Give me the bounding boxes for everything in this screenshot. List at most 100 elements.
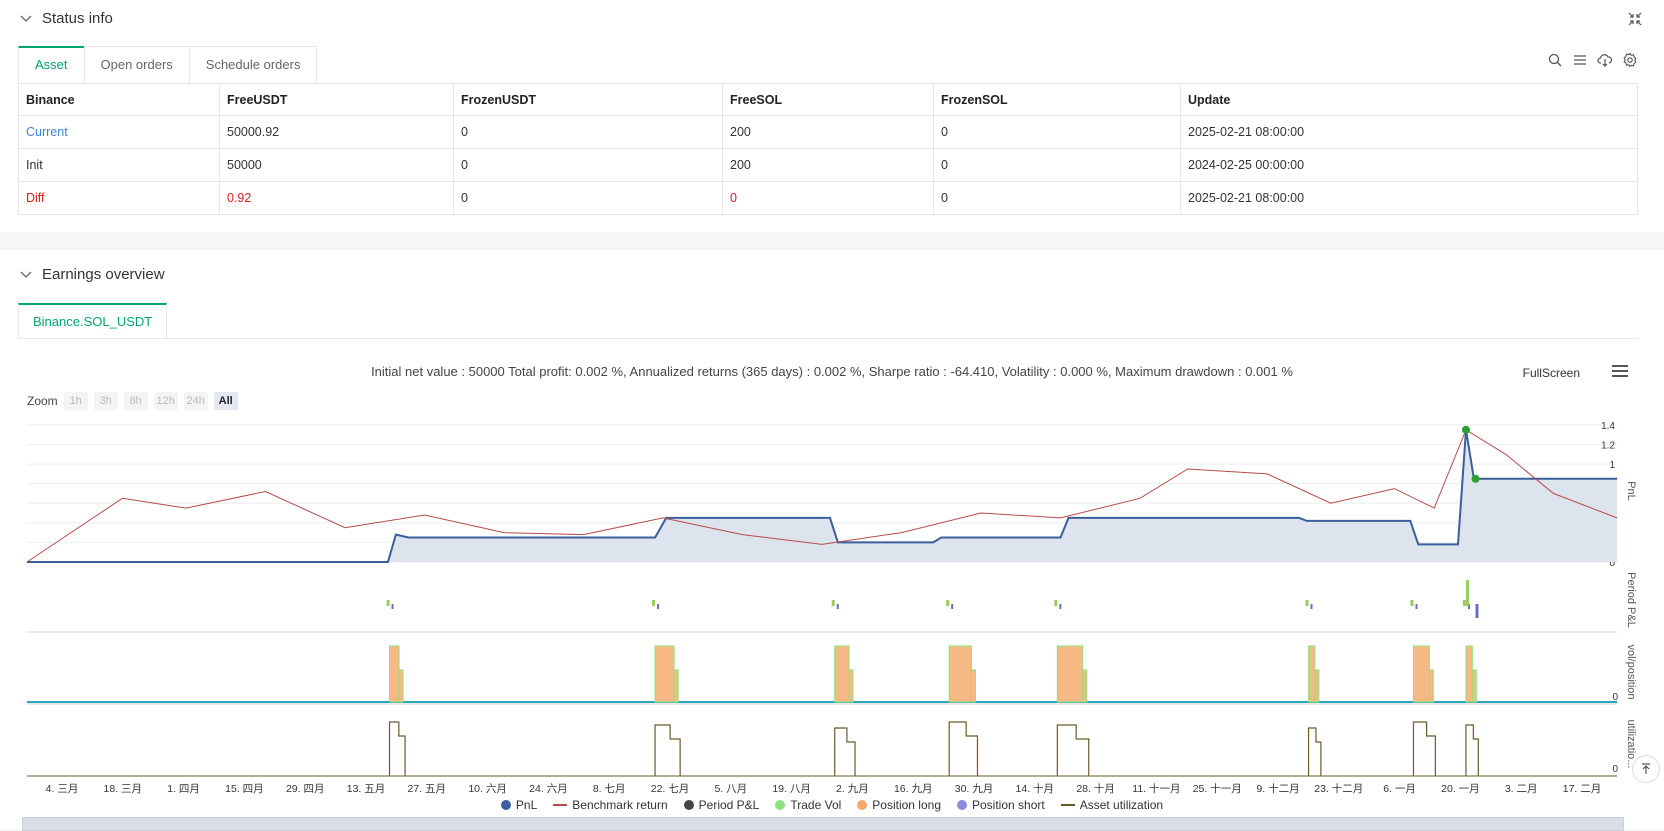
period-pnl-bar <box>657 604 660 609</box>
trade-marker <box>1471 474 1480 483</box>
menu-icon[interactable] <box>1612 364 1628 378</box>
fullscreen-button[interactable]: FullScreen <box>1522 366 1580 380</box>
x-tick-label: 17. 二月 <box>1563 783 1602 795</box>
table-header-row: Binance FreeUSDT FrozenUSDT FreeSOL Froz… <box>18 83 1638 116</box>
search-icon[interactable] <box>1547 52 1563 68</box>
x-tick-label: 15. 四月 <box>225 783 264 795</box>
y-tick-label: 0 <box>1609 558 1615 569</box>
y-axis-label: Period P&L <box>1625 572 1637 628</box>
legend-position-long[interactable]: Position long <box>857 798 941 812</box>
period-pnl-bar <box>1465 580 1469 606</box>
status-header[interactable]: Status info <box>18 10 113 27</box>
y-tick-label: 1.4 <box>1601 421 1615 432</box>
divider <box>18 338 1638 339</box>
table-row: Init 50000 0 200 0 2024-02-25 00:00:00 <box>18 148 1638 182</box>
position-long-bar <box>654 645 675 703</box>
col-header: FrozenSOL <box>933 83 1181 116</box>
cell: 0 <box>453 148 723 182</box>
period-pnl-bar <box>391 604 394 609</box>
period-pnl-bar <box>1059 604 1062 609</box>
position-long-bar <box>389 645 400 703</box>
row-label-current[interactable]: Current <box>18 115 220 149</box>
zoom-1h[interactable]: 1h <box>63 392 88 410</box>
zoom-8h[interactable]: 8h <box>123 392 148 410</box>
y-tick-label: -1 <box>1609 410 1618 413</box>
cell: 0 <box>933 181 1181 215</box>
x-tick-label: 29. 四月 <box>286 783 325 795</box>
position-long-bar <box>673 669 679 703</box>
x-tick-label: 1. 四月 <box>167 783 200 795</box>
legend-position-short[interactable]: Position short <box>957 798 1045 812</box>
legend-marker <box>775 800 786 810</box>
earnings-header[interactable]: Earnings overview <box>18 266 165 283</box>
back-to-top-button[interactable] <box>1632 755 1660 783</box>
y-tick-label: 1 <box>1609 460 1615 471</box>
legend-asset-utilization[interactable]: Asset utilization <box>1060 798 1163 812</box>
tab-open-orders[interactable]: Open orders <box>83 46 190 83</box>
period-pnl-bar <box>1415 604 1418 609</box>
x-tick-label: 16. 九月 <box>894 783 933 795</box>
x-tick-label: 11. 十一月 <box>1132 782 1180 795</box>
x-tick-label: 27. 五月 <box>408 783 447 795</box>
legend-label: Position long <box>872 798 941 812</box>
y-tick-label: 0 <box>1612 764 1618 775</box>
tab-asset[interactable]: Asset <box>18 46 85 83</box>
pnl-area <box>27 429 1617 562</box>
legend-label: Benchmark return <box>572 798 668 812</box>
x-tick-label: 3. 二月 <box>1505 783 1538 795</box>
legend-benchmark[interactable]: Benchmark return <box>553 798 668 812</box>
list-icon[interactable] <box>1572 52 1588 68</box>
position-long-bar <box>970 669 976 703</box>
collapse-icon[interactable] <box>1628 12 1642 26</box>
chevron-down-icon <box>20 15 32 22</box>
period-pnl-bar <box>946 600 950 606</box>
zoom-3h[interactable]: 3h <box>93 392 118 410</box>
zoom-selector: Zoom 1h 3h 8h 12h 24h All <box>27 392 238 410</box>
x-tick-label: 24. 六月 <box>529 783 568 795</box>
col-header: FreeSOL <box>722 83 934 116</box>
legend-period-pnl[interactable]: Period P&L <box>683 798 760 812</box>
legend-label: Period P&L <box>698 798 760 812</box>
x-tick-label: 8. 七月 <box>593 783 626 795</box>
period-pnl-bar <box>652 600 656 606</box>
position-long-bar <box>834 645 850 703</box>
x-tick-label: 20. 一月 <box>1441 783 1480 795</box>
zoom-all[interactable]: All <box>213 392 238 410</box>
cell: 50000 <box>219 148 454 182</box>
status-title: Status info <box>42 10 113 27</box>
zoom-12h[interactable]: 12h <box>153 392 178 410</box>
chevron-down-icon <box>20 271 32 278</box>
x-tick-label: 18. 三月 <box>104 783 143 795</box>
position-long-bar <box>1056 645 1084 703</box>
cell: 2024-02-25 00:00:00 <box>1180 148 1638 182</box>
legend-label: Trade Vol <box>790 798 842 812</box>
period-pnl-bar <box>951 604 954 609</box>
gear-icon[interactable] <box>1622 52 1638 68</box>
legend-marker <box>1060 804 1075 806</box>
benchmark-line <box>26 429 1618 563</box>
x-tick-label: 13. 五月 <box>347 783 386 795</box>
col-header: FrozenUSDT <box>453 83 723 116</box>
table-row: Diff 0.92 0 0 0 2025-02-21 08:00:00 <box>18 181 1638 215</box>
tab-schedule-orders[interactable]: Schedule orders <box>188 46 318 83</box>
legend-trade-vol[interactable]: Trade Vol <box>775 798 841 812</box>
y-tick-label: 1.2 <box>1601 440 1615 451</box>
position-long-bar <box>1314 669 1320 703</box>
cloud-download-icon[interactable] <box>1597 52 1613 68</box>
position-long-bar <box>398 669 404 703</box>
stats-summary: Initial net value : 50000 Total profit: … <box>371 364 1293 379</box>
legend-pnl[interactable]: PnL <box>500 798 538 812</box>
cell: 0 <box>453 181 723 215</box>
x-tick-label: 23. 十二月 <box>1314 782 1363 795</box>
legend-label: PnL <box>515 798 538 812</box>
x-tick-label: 10. 六月 <box>468 783 507 795</box>
utilization-line <box>1465 724 1479 776</box>
tab-binance-sol-usdt[interactable]: Binance.SOL_USDT <box>18 303 168 339</box>
x-tick-label: 4. 三月 <box>46 783 79 795</box>
x-tick-label: 25. 十一月 <box>1193 782 1242 795</box>
period-pnl-bar <box>831 600 835 606</box>
zoom-24h[interactable]: 24h <box>183 392 208 410</box>
position-long-bar <box>1412 645 1430 703</box>
cell: 50000.92 <box>219 115 454 149</box>
